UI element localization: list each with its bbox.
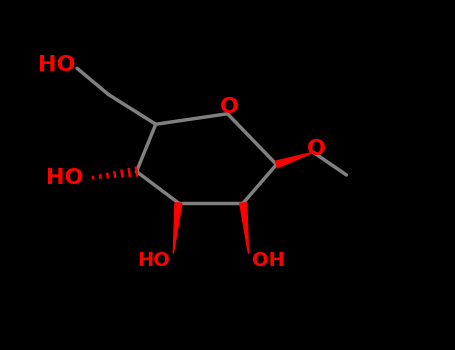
Polygon shape [240,203,248,254]
Text: HO: HO [137,251,170,270]
Text: O: O [220,97,239,117]
Polygon shape [173,203,182,254]
Text: O: O [307,139,326,159]
Text: HO: HO [38,55,75,76]
Text: OH: OH [252,251,285,270]
Text: HO: HO [46,168,84,189]
Polygon shape [275,152,313,168]
